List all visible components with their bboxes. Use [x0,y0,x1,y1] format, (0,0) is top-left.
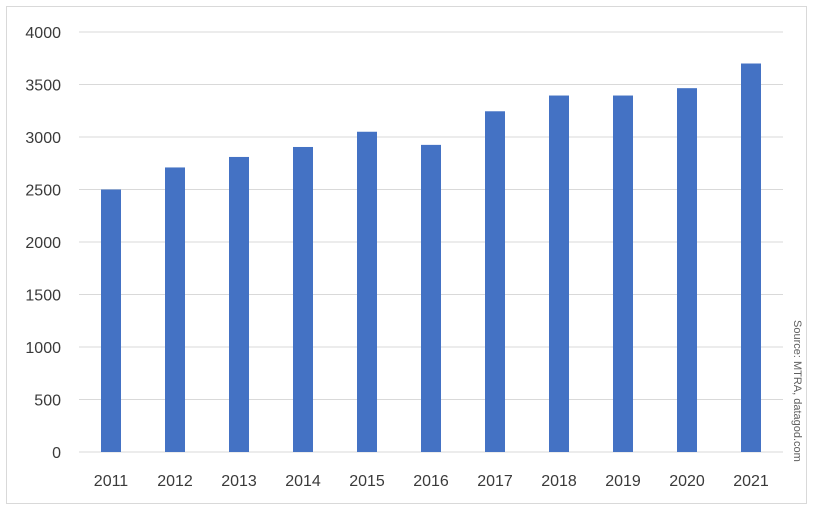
x-tick-label: 2014 [285,473,321,490]
y-tick-label: 2000 [25,235,61,252]
bar-2012 [165,167,185,452]
x-tick-label: 2011 [94,473,129,490]
bar-2011 [101,189,121,452]
y-tick-label: 500 [34,393,61,410]
x-tick-label: 2012 [157,473,193,490]
x-tick-label: 2019 [605,473,641,490]
x-axis-tick-labels: 2011 2012 2013 2014 2015 2016 2017 2018 2019 2020… [94,473,769,490]
bar-2016 [421,144,441,452]
bar-2015 [357,131,377,452]
bar-2017 [485,111,505,453]
bar-2013 [229,156,249,452]
y-axis-tick-labels: 0 500 1000 1500 2000 2500 3000 3500 4000 [25,25,61,462]
chart-frame [6,6,807,504]
y-tick-label: 1500 [25,288,61,305]
y-tick-label: 3000 [25,130,61,147]
x-tick-label: 2021 [733,473,769,490]
bar-2020 [677,88,697,453]
y-tick-label: 3500 [25,78,61,95]
x-tick-label: 2020 [669,473,705,490]
bar-2018 [549,95,569,453]
source-note: Source: MTRA, datagod.com [791,320,803,462]
x-tick-label: 2017 [477,473,513,490]
y-tick-label: 4000 [25,25,61,42]
bar-2021 [741,63,761,452]
x-tick-label: 2018 [541,473,577,490]
y-tick-label: 0 [52,445,61,462]
bar-2014 [293,146,313,452]
bar-2019 [613,95,633,453]
y-tick-label: 2500 [25,183,61,200]
y-tick-label: 1000 [25,340,61,357]
bars [101,63,761,453]
x-tick-label: 2016 [413,473,449,490]
x-tick-label: 2013 [221,473,257,490]
x-tick-label: 2015 [349,473,385,490]
